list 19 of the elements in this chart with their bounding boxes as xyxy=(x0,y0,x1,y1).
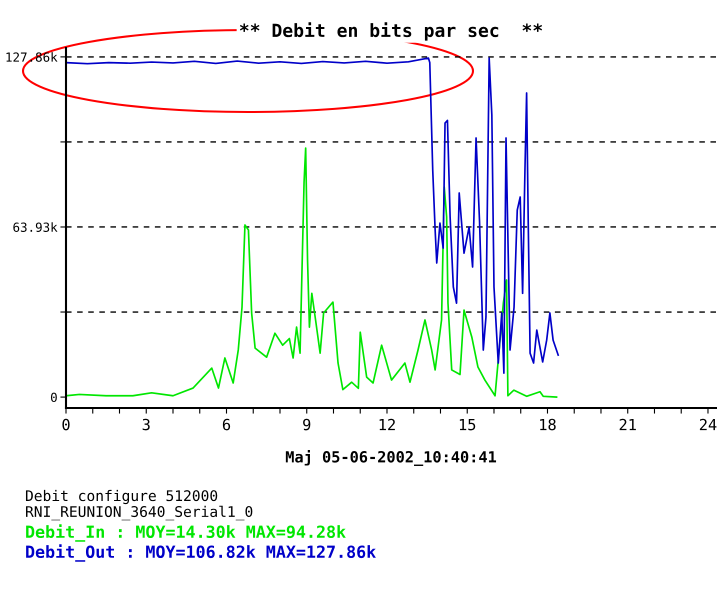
x-tick-label: 3 xyxy=(142,418,150,430)
y-tick-label: 0 xyxy=(50,392,57,402)
line-series xyxy=(66,57,560,374)
x-tick-label: 18 xyxy=(540,418,556,430)
text: Debit configure 512000 xyxy=(26,490,218,504)
chart-title: ** Debit en bits par sec ** xyxy=(240,22,542,41)
x-tick-label: 0 xyxy=(62,418,70,430)
x-tick-label: 15 xyxy=(460,418,476,430)
x-tick-label: 24 xyxy=(700,418,716,430)
y-tick-label: 63.93k xyxy=(13,222,58,232)
text: RNI_REUNION_3640_Serial1_0 xyxy=(26,506,252,520)
x-tick-label: 6 xyxy=(222,418,230,430)
text: Debit_In : MOY=14.30k MAX=94.28k xyxy=(26,524,346,542)
x-axis-title: Maj 05-06-2002_10:40:41 xyxy=(286,450,496,466)
line-series xyxy=(66,147,558,398)
x-tick-label: 12 xyxy=(380,418,395,430)
x-tick-label: 21 xyxy=(620,418,636,430)
text: Debit_Out : MOY=106.82k MAX=127.86k xyxy=(26,544,376,562)
x-tick-label: 9 xyxy=(303,418,310,430)
